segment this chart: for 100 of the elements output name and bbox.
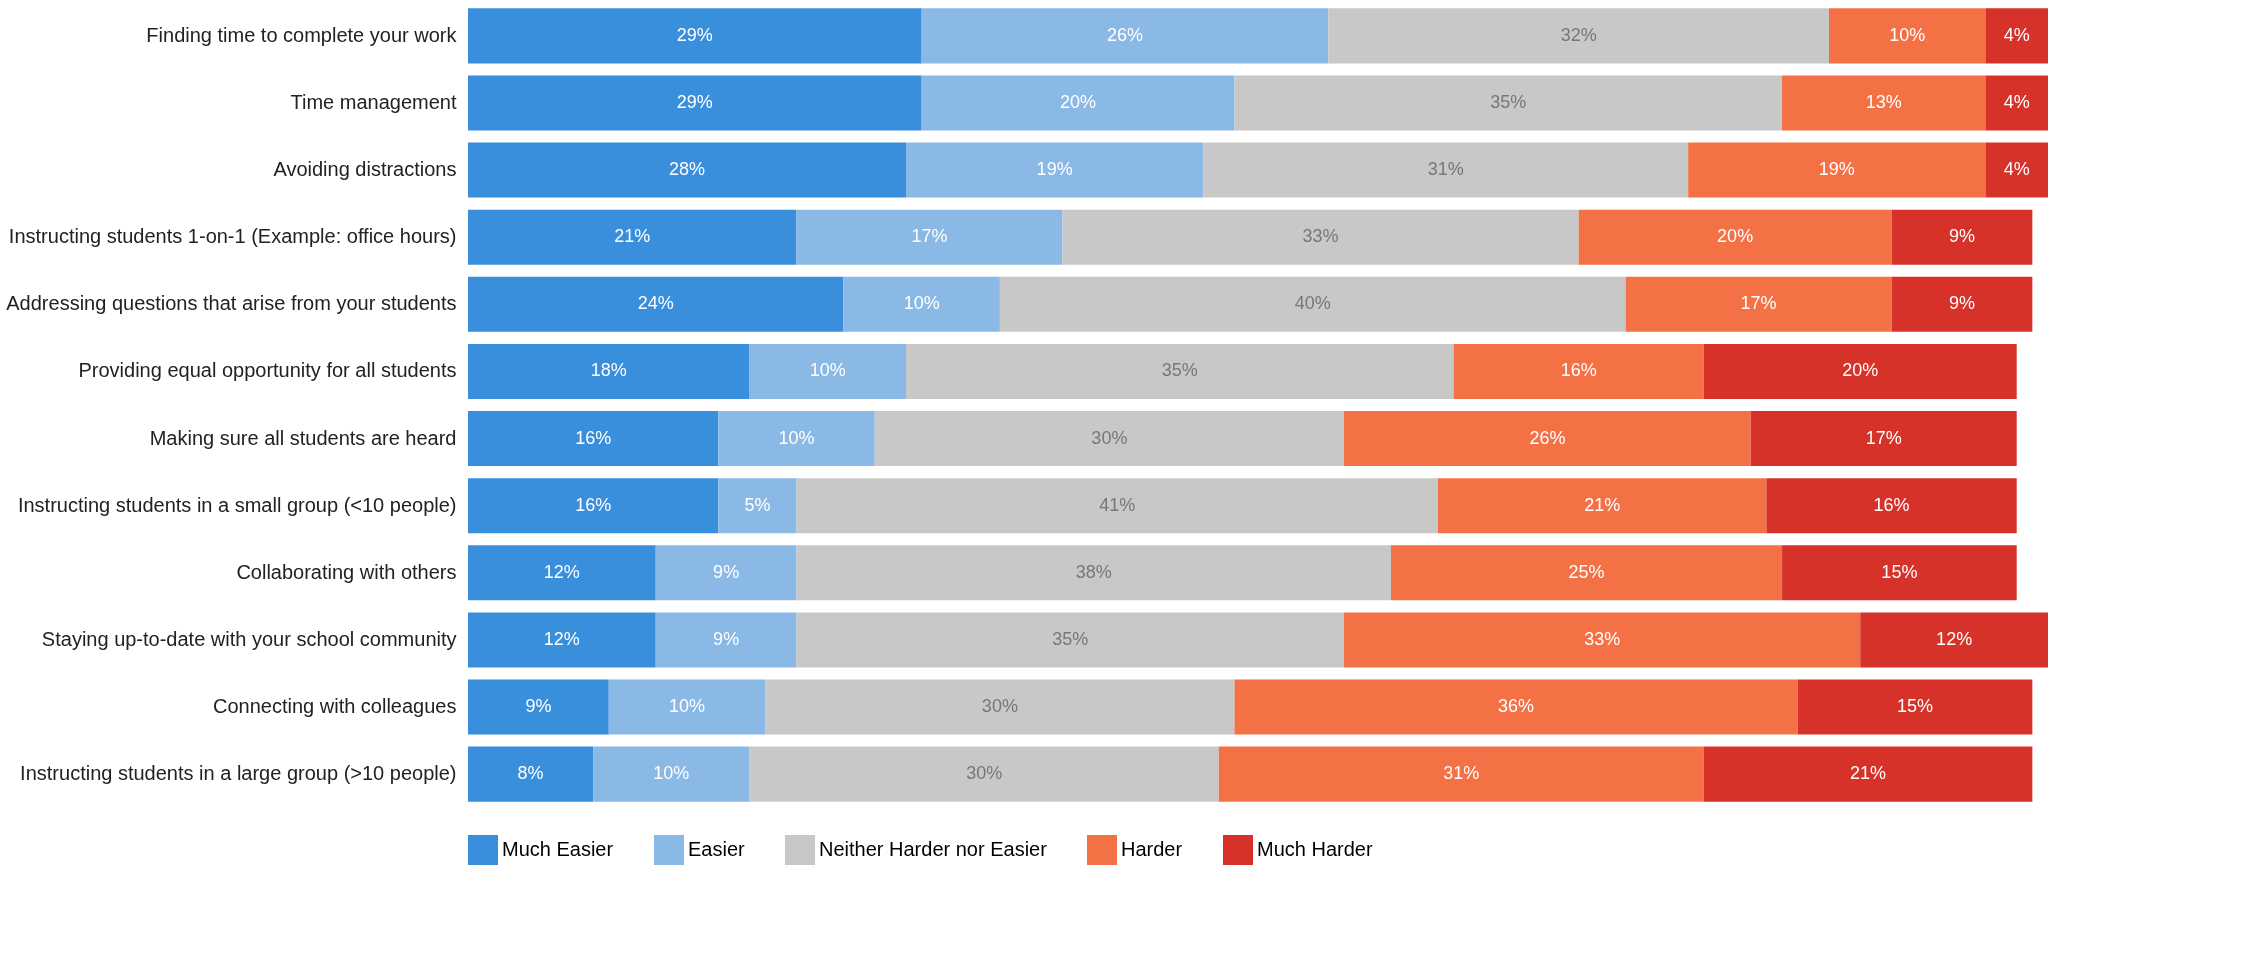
bar — [1703, 746, 2033, 802]
data-label: 41% — [1099, 494, 1136, 515]
data-label: 9% — [713, 561, 740, 582]
bar — [1782, 545, 2017, 601]
data-label: 9% — [525, 696, 552, 717]
data-label: 33% — [1302, 226, 1339, 247]
data-label: 30% — [966, 763, 1003, 784]
bar — [1750, 411, 2017, 467]
bar — [608, 679, 766, 735]
bar — [796, 478, 1438, 534]
data-label: 40% — [1294, 293, 1331, 314]
bar — [1985, 75, 2048, 131]
bar — [906, 142, 1204, 198]
data-label: 20% — [1060, 91, 1097, 112]
data-label: 9% — [1948, 293, 1975, 314]
data-label: 21% — [1584, 494, 1621, 515]
data-label: 13% — [1865, 91, 1902, 112]
data-label: 32% — [1560, 24, 1597, 45]
bar — [718, 411, 875, 467]
bar — [1766, 478, 2017, 534]
data-label: 17% — [1740, 293, 1777, 314]
bar — [1234, 75, 1783, 131]
bar — [1344, 612, 1861, 668]
legend-label: Easier — [688, 838, 746, 860]
bar — [593, 746, 750, 802]
bar — [655, 545, 797, 601]
bar — [843, 276, 1000, 332]
y-tick-label: Instructing students 1-on-1 (Example: office hours) — [8, 225, 457, 248]
bar — [874, 411, 1345, 467]
y-tick-label: Providing equal opportunity for all students — [78, 359, 457, 382]
bar — [468, 142, 907, 198]
y-tick-label: Time management — [290, 90, 457, 113]
data-label: 12% — [543, 561, 580, 582]
bar — [1782, 75, 1986, 131]
data-label: 8% — [517, 763, 544, 784]
data-label: 26% — [1107, 24, 1144, 45]
bar — [1688, 142, 1986, 198]
data-label: 9% — [1948, 226, 1975, 247]
data-label: 10% — [668, 696, 706, 717]
bar — [1985, 142, 2048, 198]
y-tick-label: Collaborating with others — [236, 560, 457, 583]
bar — [1218, 746, 1704, 802]
bar — [468, 75, 922, 131]
bar — [1453, 343, 1704, 399]
bar — [468, 746, 594, 802]
data-label: 10% — [778, 427, 815, 448]
data-label: 9% — [713, 628, 740, 649]
data-label: 16% — [575, 494, 612, 515]
bar — [468, 679, 609, 735]
data-label: 12% — [543, 628, 580, 649]
data-label: 15% — [1897, 696, 1934, 717]
data-label: 4% — [2003, 91, 2030, 112]
data-label: 10% — [809, 360, 846, 381]
data-label: 18% — [590, 360, 627, 381]
bar — [468, 276, 844, 332]
bar — [1891, 276, 2033, 332]
data-label: 20% — [1842, 360, 1879, 381]
data-label: 15% — [1881, 561, 1918, 582]
bar — [655, 612, 797, 668]
data-label: 31% — [1443, 763, 1480, 784]
bar — [749, 343, 907, 399]
bar — [468, 478, 719, 534]
bar — [1390, 545, 1783, 601]
data-label: 12% — [1936, 628, 1973, 649]
data-label: 20% — [1717, 226, 1754, 247]
bar — [1234, 679, 1798, 735]
bar — [468, 612, 656, 668]
y-tick-label: Finding time to complete your work — [146, 23, 458, 46]
bar — [1625, 276, 1892, 332]
data-label: 16% — [1560, 360, 1597, 381]
bar — [796, 545, 1391, 601]
bar — [1437, 478, 1767, 534]
data-label: 25% — [1568, 561, 1605, 582]
data-label: 30% — [1091, 427, 1128, 448]
bar — [1985, 8, 2048, 64]
data-label: 29% — [676, 24, 713, 45]
data-label: 16% — [575, 427, 612, 448]
y-tick-label: Addressing questions that arise from your students — [6, 292, 457, 315]
y-tick-label: Instructing students in a large group (>10 people) — [20, 762, 457, 785]
bar — [1328, 8, 1829, 64]
bar — [921, 8, 1329, 64]
data-label: 36% — [1498, 696, 1535, 717]
data-label: 35% — [1161, 360, 1198, 381]
bar — [718, 478, 797, 534]
bar — [1828, 8, 1986, 64]
bar — [1703, 343, 2017, 399]
bar — [468, 545, 656, 601]
data-label: 31% — [1427, 159, 1464, 180]
data-label: 17% — [1865, 427, 1902, 448]
bar — [1578, 209, 1892, 265]
data-label: 19% — [1818, 159, 1855, 180]
bar — [765, 679, 1235, 735]
y-tick-label: Staying up-to-date with your school community — [41, 627, 457, 650]
y-tick-label: Making sure all students are heard — [149, 426, 457, 449]
data-label: 17% — [911, 226, 948, 247]
data-label: 5% — [744, 494, 771, 515]
y-tick-label: Instructing students in a small group (<10 people) — [17, 493, 457, 516]
legend-label: Neither Harder nor Easier — [819, 838, 1048, 860]
data-label: 38% — [1075, 561, 1112, 582]
y-tick-label: Connecting with colleagues — [213, 695, 457, 718]
